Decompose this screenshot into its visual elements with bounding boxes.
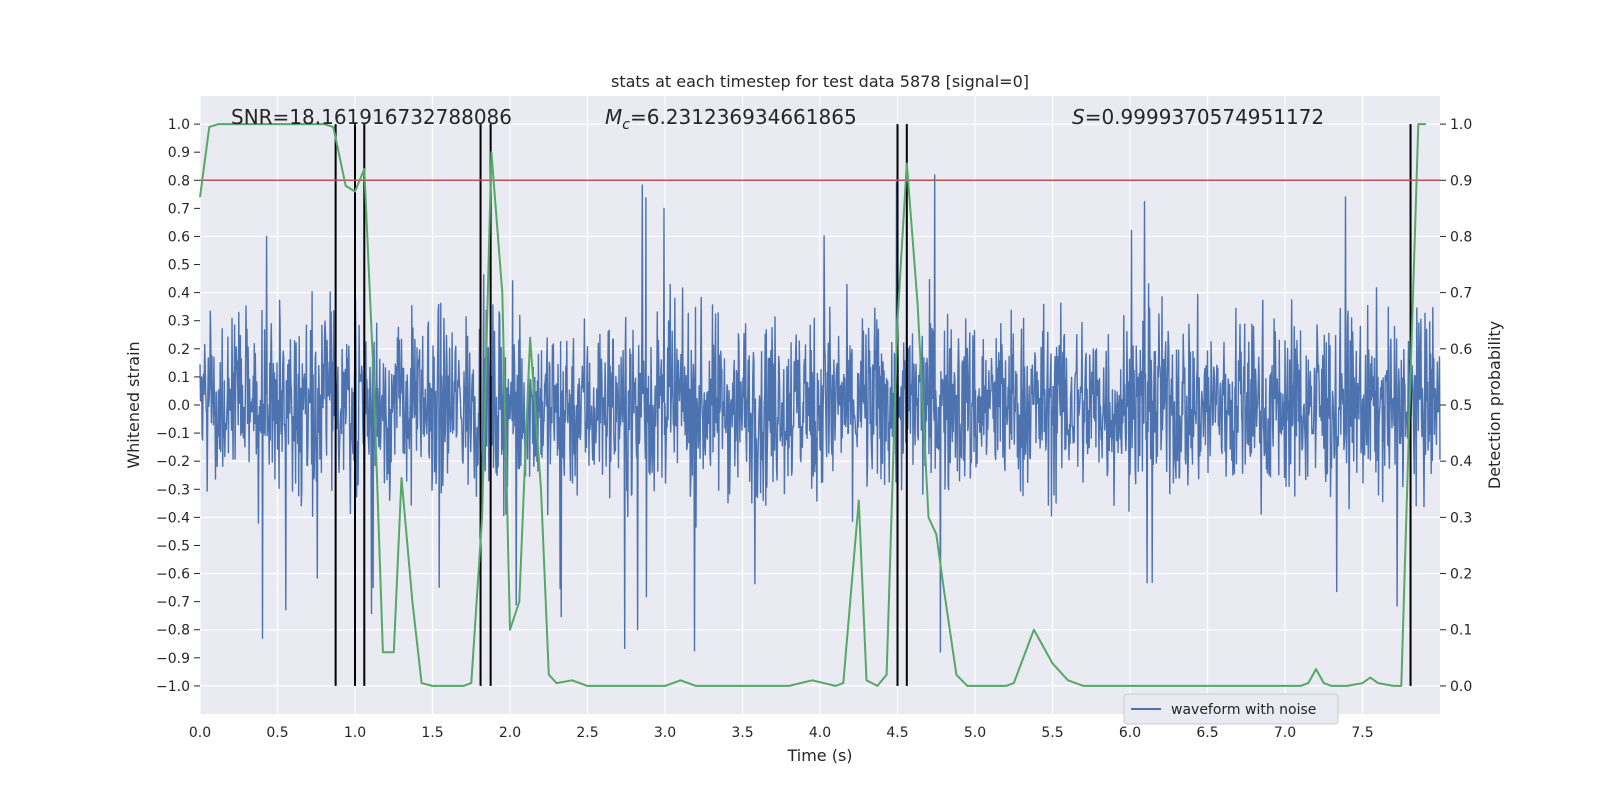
x-tick-label: 1.0 (344, 725, 366, 741)
y2-tick-label: 0.0 (1450, 679, 1472, 695)
y2-tick-label: 0.9 (1450, 173, 1472, 189)
y2-tick-label: 0.4 (1450, 454, 1472, 470)
x-tick-label: 6.5 (1196, 725, 1218, 741)
y-tick-label: 0.5 (168, 258, 190, 274)
chart-title: stats at each timestep for test data 587… (611, 72, 1029, 91)
x-axis-label: Time (s) (786, 746, 852, 765)
y-tick-label: 0.6 (168, 229, 190, 245)
x-axis-ticks: 0.0 0.5 1.0 1.5 2.0 2.5 3.0 3.5 4.0 4.5 5.0 5.5 6.0 6… (189, 725, 1374, 741)
y-tick-label: −0.1 (156, 426, 190, 442)
y2-axis-label: Detection probability (1485, 321, 1504, 489)
waveform-series (199, 174, 1441, 653)
x-tick-label: 7.0 (1274, 725, 1296, 741)
y2-axis-ticks: 1.0 0.9 0.8 0.7 0.6 0.5 0.4 0.3 0.2 0.1 0.0 (1440, 117, 1472, 695)
y-axis-ticks: 1.0 0.9 0.8 0.7 0.6 0.5 0.4 0.3 0.2 0.1 0.0 −0.1 −0.… (156, 117, 200, 695)
y-tick-label: 0.8 (168, 173, 190, 189)
y-tick-label: −0.4 (156, 510, 190, 526)
mc-subscript: c (622, 117, 630, 133)
probability-series (199, 123, 1426, 687)
y2-tick-label: 0.8 (1450, 229, 1472, 245)
mc-value: =6.231236934661865 (630, 105, 857, 129)
y2-tick-label: 1.0 (1450, 117, 1472, 133)
y-tick-label: −0.2 (156, 454, 190, 470)
y2-tick-label: 0.1 (1450, 623, 1472, 639)
mc-symbol: M (605, 105, 622, 129)
x-tick-label: 7.5 (1351, 725, 1373, 741)
s-symbol: S (1072, 105, 1085, 129)
waveform-line (199, 174, 1441, 653)
y-tick-label: 0.9 (168, 145, 190, 161)
y-tick-label: −0.9 (156, 651, 190, 667)
snr-annotation: SNR=18.161916732788086 (231, 105, 512, 129)
x-tick-label: 0.0 (189, 725, 211, 741)
x-tick-label: 3.5 (731, 725, 753, 741)
x-tick-label: 4.0 (809, 725, 831, 741)
y2-tick-label: 0.2 (1450, 567, 1472, 583)
y-tick-label: 1.0 (168, 117, 190, 133)
y-tick-label: 0.7 (168, 201, 190, 217)
y2-tick-label: 0.7 (1450, 286, 1472, 302)
y-tick-label: −0.6 (156, 567, 190, 583)
y-tick-label: −1.0 (156, 679, 190, 695)
x-tick-label: 2.0 (499, 725, 521, 741)
y-tick-label: 0.2 (168, 342, 190, 358)
y-tick-label: −0.7 (156, 595, 190, 611)
y-tick-label: −0.8 (156, 623, 190, 639)
y-tick-label: −0.5 (156, 538, 190, 554)
x-tick-label: 5.0 (964, 725, 986, 741)
y-tick-label: 0.3 (168, 314, 190, 330)
score-annotation: S=0.9999370574951172 (1072, 105, 1324, 129)
y2-tick-label: 0.5 (1450, 398, 1472, 414)
y2-tick-label: 0.6 (1450, 342, 1472, 358)
y-tick-label: 0.4 (168, 286, 190, 302)
x-tick-label: 6.0 (1119, 725, 1141, 741)
vertical-markers (334, 124, 1412, 686)
y-tick-label: 0.1 (168, 370, 190, 386)
x-tick-label: 5.5 (1041, 725, 1063, 741)
chirp-mass-annotation: Mc=6.231236934661865 (605, 105, 857, 133)
y-axis-label: Whitened strain (124, 341, 143, 468)
probability-line (199, 123, 1426, 687)
y-tick-label: −0.3 (156, 482, 190, 498)
x-tick-label: 3.0 (654, 725, 676, 741)
x-tick-label: 2.5 (576, 725, 598, 741)
x-tick-label: 0.5 (266, 725, 288, 741)
x-tick-label: 4.5 (886, 725, 908, 741)
legend: waveform with noise (1123, 693, 1339, 725)
x-tick-label: 1.5 (421, 725, 443, 741)
legend-box (1123, 693, 1339, 725)
s-value: =0.9999370574951172 (1085, 105, 1324, 129)
y-tick-label: 0.0 (168, 398, 190, 414)
y2-tick-label: 0.3 (1450, 510, 1472, 526)
legend-label-waveform: waveform with noise (1171, 702, 1316, 718)
